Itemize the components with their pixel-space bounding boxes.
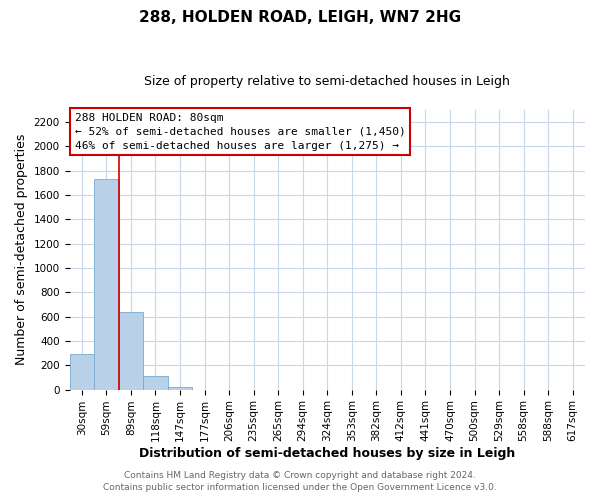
Bar [119, 312, 143, 390]
X-axis label: Distribution of semi-detached houses by size in Leigh: Distribution of semi-detached houses by … [139, 447, 515, 460]
Y-axis label: Number of semi-detached properties: Number of semi-detached properties [15, 134, 28, 366]
Bar [70, 354, 94, 390]
Bar [94, 178, 119, 390]
Text: Contains HM Land Registry data © Crown copyright and database right 2024.
Contai: Contains HM Land Registry data © Crown c… [103, 471, 497, 492]
Bar [168, 386, 192, 390]
Text: 288, HOLDEN ROAD, LEIGH, WN7 2HG: 288, HOLDEN ROAD, LEIGH, WN7 2HG [139, 10, 461, 25]
Text: 288 HOLDEN ROAD: 80sqm
← 52% of semi-detached houses are smaller (1,450)
46% of : 288 HOLDEN ROAD: 80sqm ← 52% of semi-det… [74, 113, 406, 151]
Bar [143, 376, 168, 390]
Title: Size of property relative to semi-detached houses in Leigh: Size of property relative to semi-detach… [145, 75, 510, 88]
